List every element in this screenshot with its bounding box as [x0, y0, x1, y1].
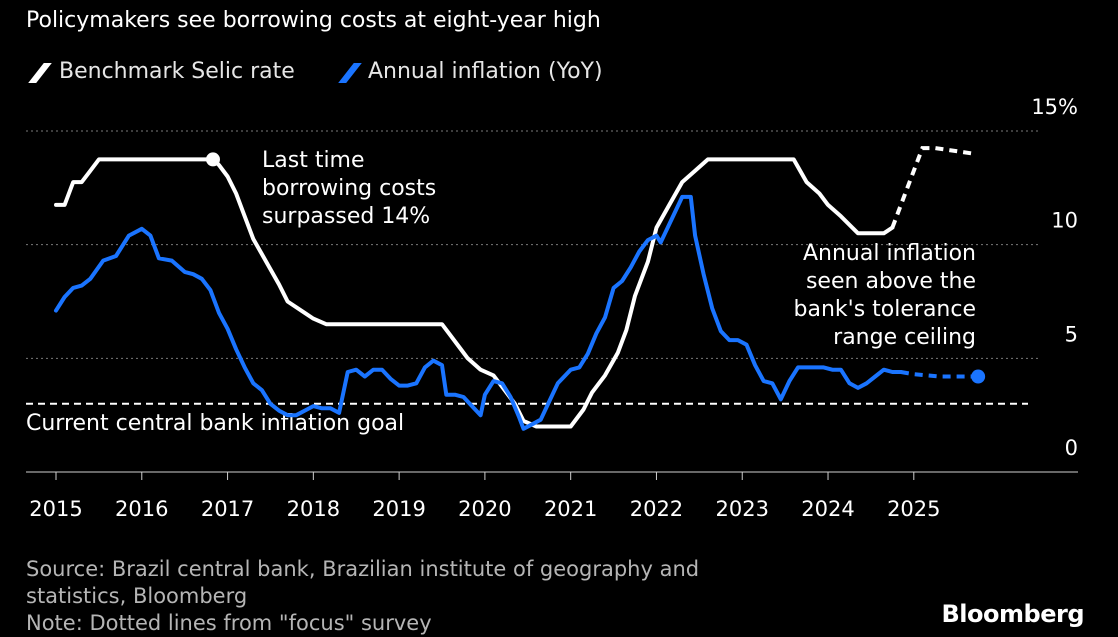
inflation-annotation-line: seen above the: [806, 269, 976, 294]
source-line-1: Source: Brazil central bank, Brazilian i…: [26, 557, 700, 581]
inflation-annotation-line: range ceiling: [833, 325, 976, 350]
series-layer: [54, 146, 986, 431]
y-tick-label: 0: [1065, 436, 1078, 460]
x-tick-label: 2025: [887, 497, 940, 521]
x-axis: 2015 2016 2017 2018 2019 2020 2021 2022 2023 2024…: [26, 471, 1078, 521]
x-tick-label: 2021: [544, 497, 597, 521]
selic-line: [54, 157, 895, 429]
bloomberg-logo: Bloomberg: [941, 600, 1085, 628]
source-note: Source: Brazil central bank, Brazilian i…: [26, 556, 826, 637]
y-tick-label: 5: [1065, 322, 1078, 346]
inflation-goal-label: Current central bank inflation goal: [26, 411, 404, 436]
inflation-annotation-line: bank's tolerance: [794, 297, 976, 322]
annotation-layer: Last time borrowing costs surpassed 14% Ann…: [262, 148, 976, 350]
x-tick-label: 2024: [801, 497, 854, 521]
inflation-forecast-line: [900, 370, 979, 379]
inflation-goal-layer: Current central bank inflation goal: [26, 402, 1028, 436]
x-tick-label: 2017: [201, 497, 254, 521]
inflation-annotation-line: Annual inflation: [803, 241, 976, 266]
x-tick-label: 2020: [458, 497, 511, 521]
chart-subtitle: Policymakers see borrowing costs at eigh…: [26, 8, 601, 33]
legend-label-inflation: Annual inflation (YoY): [368, 59, 603, 84]
x-tick-label: 2019: [372, 497, 425, 521]
x-tick-label: 2016: [115, 497, 168, 521]
selic-marker: [205, 152, 220, 167]
source-line-2: statistics, Bloomberg: [26, 584, 248, 608]
selic-annotation-line: Last time: [262, 148, 365, 173]
inflation-line: [54, 194, 903, 431]
selic-annotation-line: surpassed 14%: [262, 204, 430, 229]
x-tick-label: 2018: [287, 497, 340, 521]
selic-annotation-line: borrowing costs: [262, 176, 436, 201]
x-tick-label: 2023: [716, 497, 769, 521]
x-tick-label: 2015: [29, 497, 82, 521]
x-tick-label: 2022: [630, 497, 683, 521]
selic-forecast-line: [890, 146, 975, 229]
note-line: Note: Dotted lines from "focus" survey: [26, 611, 432, 635]
y-tick-label: 15%: [1031, 95, 1078, 119]
grid-layer: [26, 130, 1040, 359]
inflation-marker: [971, 369, 986, 384]
y-tick-label: 10: [1051, 209, 1078, 233]
legend-label-selic: Benchmark Selic rate: [59, 59, 295, 84]
y-axis: 15% 10 5 0: [1031, 95, 1078, 460]
